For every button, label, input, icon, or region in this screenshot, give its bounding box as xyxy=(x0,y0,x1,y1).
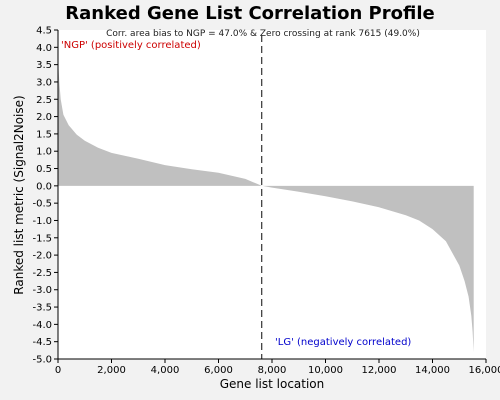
x-tick-label: 12,000 xyxy=(362,365,397,376)
y-tick-label: 3.0 xyxy=(36,77,52,88)
y-tick-label: 1.5 xyxy=(36,129,52,140)
y-tick-label: 4.0 xyxy=(36,43,52,54)
y-tick-label: 0.0 xyxy=(36,181,52,192)
y-tick-label: -2.0 xyxy=(32,251,52,262)
x-tick-label: 4,000 xyxy=(151,365,180,376)
x-tick-label: 14,000 xyxy=(415,365,450,376)
x-tick-label: 8,000 xyxy=(258,365,287,376)
y-tick-label: 1.0 xyxy=(36,147,52,158)
y-tick-label: 2.0 xyxy=(36,112,52,123)
chart-subtitle: Corr. area bias to NGP = 47.0% & Zero cr… xyxy=(106,29,420,39)
y-tick-label: -1.0 xyxy=(32,216,52,227)
y-tick-label: -1.5 xyxy=(32,233,52,244)
y-tick-label: -3.5 xyxy=(32,303,52,314)
y-tick-label: -4.0 xyxy=(32,320,52,331)
y-tick-label: 3.5 xyxy=(36,60,52,71)
y-tick-label: -5.0 xyxy=(32,355,52,366)
y-axis-label: Ranked list metric (Signal2Noise) xyxy=(12,95,26,294)
y-tick-label: -4.5 xyxy=(32,337,52,348)
negative-correlation-label: 'LG' (negatively correlated) xyxy=(275,337,411,348)
x-tick-label: 0 xyxy=(55,365,61,376)
x-tick-label: 6,000 xyxy=(204,365,233,376)
y-tick-label: 0.5 xyxy=(36,164,52,175)
chart-title: Ranked Gene List Correlation Profile xyxy=(65,3,434,24)
y-tick-label: -0.5 xyxy=(32,199,52,210)
y-tick-label: 4.5 xyxy=(36,26,52,37)
y-tick-label: -3.0 xyxy=(32,285,52,296)
x-axis-label: Gene list location xyxy=(220,377,325,391)
y-tick-label: 2.5 xyxy=(36,95,52,106)
x-tick-label: 16,000 xyxy=(469,365,500,376)
x-axis: 0 2,000 4,000 6,000 8,000 10,000 12,000 14,000 1… xyxy=(55,358,500,376)
y-tick-label: -2.5 xyxy=(32,268,52,279)
positive-correlation-label: 'NGP' (positively correlated) xyxy=(61,40,201,51)
correlation-area xyxy=(58,57,474,353)
y-axis: 4.5 4.0 3.5 3.0 2.5 2.0 1.5 1.0 0.5 0.0 -0.5 -1.0 -1… xyxy=(32,26,59,366)
x-tick-label: 10,000 xyxy=(308,365,343,376)
x-tick-label: 2,000 xyxy=(97,365,126,376)
